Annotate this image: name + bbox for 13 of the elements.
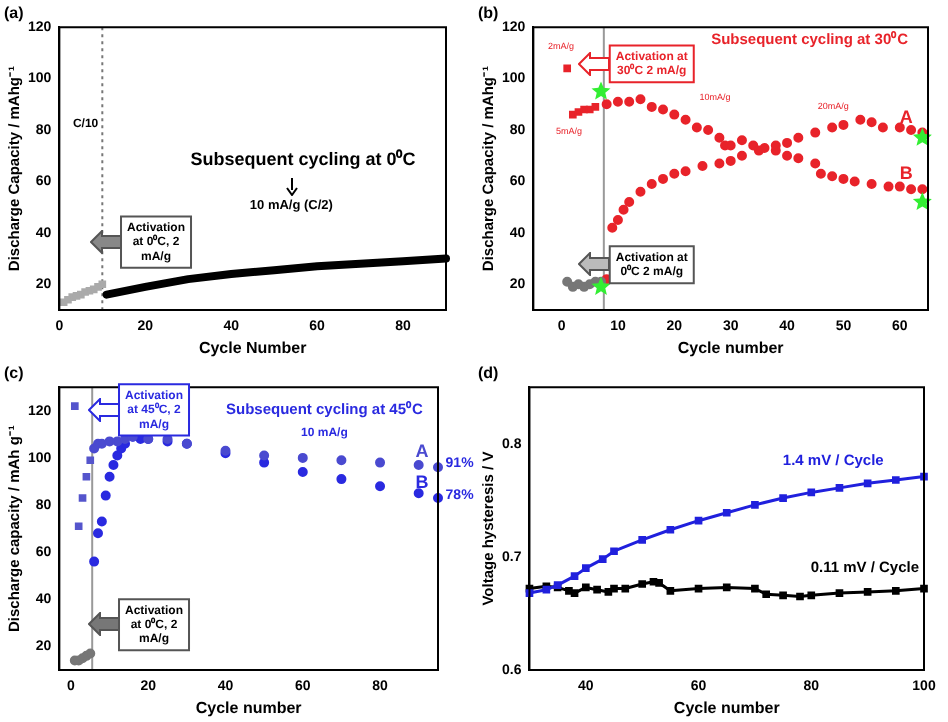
x-axis-title: Cycle number — [677, 338, 784, 357]
chart-title: (d) — [478, 364, 500, 383]
series-label: B — [415, 471, 430, 492]
chart-title: (b) — [478, 4, 500, 23]
series-label: B — [899, 163, 914, 184]
x-axis-title: Cycle number — [673, 698, 780, 717]
x-axis-title: Cycle Number — [198, 338, 307, 357]
series-label: A — [415, 441, 430, 462]
annotation: Subsequent cycling at 0⁰C — [190, 149, 417, 170]
chart-title: (a) — [4, 4, 25, 23]
series-label: A — [899, 106, 914, 127]
chart-title: (c) — [4, 364, 25, 383]
x-axis-title: Cycle number — [195, 698, 302, 717]
